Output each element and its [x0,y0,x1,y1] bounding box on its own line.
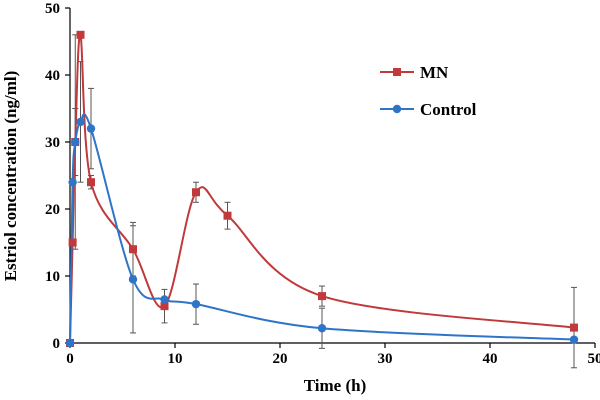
series-markers [65,30,579,348]
x-axis-title: Time (h) [304,376,367,395]
data-point-control [68,178,77,187]
x-tick-label: 10 [168,351,183,367]
data-point-mn [87,178,95,187]
x-tick-label: 0 [66,351,74,367]
data-point-control [317,324,327,333]
x-tick-label: 30 [378,351,393,367]
data-point-mn [223,211,232,220]
legend-item-control: Control [380,100,477,119]
axes [69,8,595,344]
data-point-control [160,295,169,304]
data-point-control [71,137,80,147]
y-axis-title: Estriol concentration (ng/ml) [1,71,20,282]
y-tick-label: 50 [45,1,60,17]
data-point-mn [129,245,137,254]
x-tick-label: 50 [588,351,600,367]
data-point-control [569,335,579,344]
data-point-control [191,299,201,309]
tick-marks [65,7,596,348]
error-bars [72,34,577,369]
legend-marker-mn [393,68,401,76]
data-point-control [86,124,96,133]
legend: MN Control [380,63,477,119]
data-point-mn [318,292,326,301]
data-point-control [65,338,75,348]
y-tick-label: 40 [45,68,60,84]
y-tick-label: 0 [53,336,61,352]
data-point-mn [68,238,77,247]
data-point-mn [192,188,200,197]
data-point-control [76,117,85,127]
x-tick-label: 20 [273,351,288,367]
legend-label-control: Control [420,100,477,119]
legend-label-mn: MN [420,63,449,82]
legend-item-mn: MN [380,63,449,82]
y-tick-label: 30 [45,135,60,151]
y-tick-label: 10 [45,269,60,285]
data-point-mn [76,30,85,39]
data-point-mn [160,302,169,311]
data-point-control [128,275,138,284]
legend-marker-control [392,104,402,114]
y-tick-label: 20 [45,202,60,218]
x-tick-label: 40 [483,351,498,367]
data-point-mn [570,323,578,332]
